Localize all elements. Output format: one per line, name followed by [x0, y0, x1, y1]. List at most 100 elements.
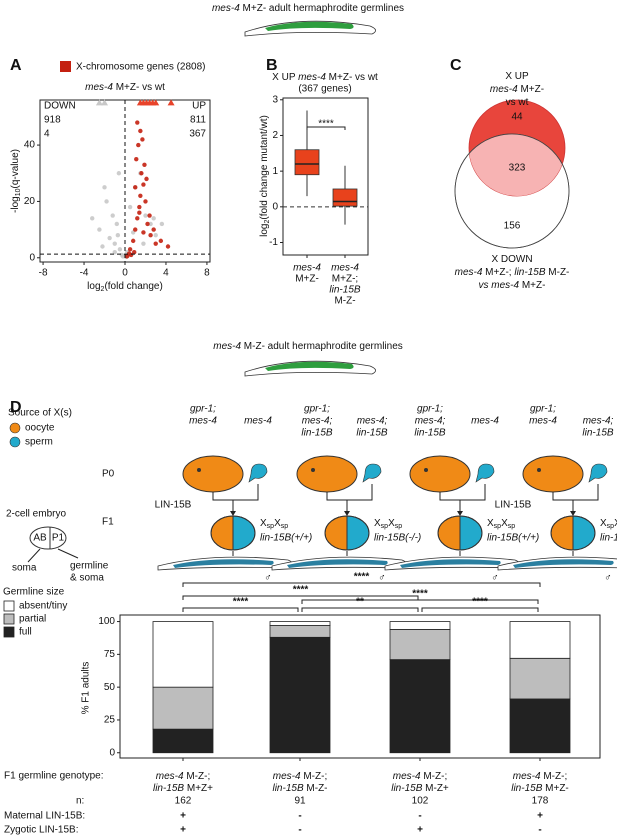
box [332, 188, 358, 207]
mother-genotype: mes-4; [302, 416, 333, 427]
annotation: 367 [189, 129, 206, 140]
point [133, 185, 138, 190]
zygotic-genotype: lin-15B(+/+) [487, 533, 539, 544]
annotation: 918 [44, 115, 61, 126]
legend-label: sperm [25, 437, 53, 448]
significance: **** [293, 585, 309, 596]
genotype-part: lin-15B [153, 783, 184, 794]
father-genotype: mes-4 [471, 416, 499, 427]
legend-label: partial [19, 614, 46, 625]
y-tick-label: 3 [272, 94, 278, 105]
embryo-oocyte-half [324, 515, 348, 551]
point [137, 204, 142, 210]
worm-top [244, 20, 376, 37]
zygotic: - [298, 825, 301, 836]
box [294, 149, 320, 176]
significance: **** [233, 597, 249, 608]
bar-segment [509, 621, 571, 659]
embryo-sperm-half [459, 515, 483, 551]
x-genotype-part: sp [281, 523, 289, 530]
bar-segment [269, 636, 331, 754]
bar-segment [152, 728, 214, 754]
bar-segment [389, 629, 451, 661]
point [110, 213, 115, 218]
x-axis-label-part: 2 [101, 286, 105, 293]
father-genotype: lin-15B [582, 428, 613, 439]
cross-line [212, 484, 259, 512]
significance: **** [412, 589, 428, 600]
annotation: 811 [190, 115, 206, 126]
header-part: M+Z- adult hermaphrodite germlines [240, 3, 404, 14]
x-genotype-part: X [260, 518, 267, 529]
significance-bracket [301, 599, 539, 604]
legend-swatch [3, 613, 15, 625]
venn-label-part: X UP [505, 71, 529, 82]
sex-symbol: ♂ [491, 573, 499, 584]
genotype-part: mes-4 [513, 771, 541, 782]
venn-label-part: M-Z- [546, 267, 570, 278]
maternal: - [418, 811, 421, 822]
point [140, 137, 145, 142]
y-axis-label-part: (q-value) [10, 149, 21, 188]
point [165, 244, 171, 249]
y-axis-label-part: log [259, 224, 270, 237]
embryo-outline [210, 515, 256, 551]
point [115, 233, 121, 238]
significance: **** [472, 597, 488, 608]
row-label: Maternal LIN-15B: [4, 811, 85, 822]
genotype: mes-4 M-Z-; [393, 771, 447, 782]
point [159, 221, 165, 227]
venn-label: vs mes-4 M+Z- [479, 280, 546, 291]
cell-label: AB [33, 533, 47, 544]
x-tick-label: mes-4 [331, 263, 359, 274]
point [167, 99, 175, 106]
significance-bracket [182, 607, 299, 612]
y-tick-label: 0 [109, 747, 115, 758]
oocyte [522, 455, 584, 493]
mother-genotype: mes-4 [529, 416, 557, 427]
embryo-label: 2-cell embryo [6, 509, 66, 520]
point [137, 210, 142, 215]
venn-overlap [469, 134, 565, 196]
panel-letter: B [266, 57, 278, 74]
nucleus [424, 468, 428, 472]
x-axis-label-part: (fold change) [104, 281, 162, 292]
genotype-part: lin-15B [511, 783, 542, 794]
y-tick-label: 25 [104, 715, 116, 726]
mother-genotype: gpr-1; [417, 404, 443, 415]
point [153, 233, 158, 238]
protein-label: LIN-15B [155, 500, 192, 511]
embryo [29, 526, 67, 550]
point [102, 185, 107, 190]
point [151, 216, 156, 221]
venn-count: 323 [509, 163, 526, 174]
genotype-part: M-Z-; [184, 771, 211, 782]
point [100, 244, 105, 249]
cell-label: P1 [52, 533, 65, 544]
point [138, 128, 143, 134]
point [107, 235, 112, 241]
point [112, 241, 117, 246]
legend-swatch [3, 626, 15, 638]
point [151, 227, 156, 232]
genotype-part: lin-15B [272, 783, 303, 794]
y-tick-label: 0 [272, 201, 278, 212]
point [143, 199, 148, 204]
point [127, 247, 133, 252]
title: X UP mes-4 M+Z- vs wt [272, 72, 378, 83]
genotype: lin-15B M-Z+ [391, 783, 449, 794]
y-tick-label: 100 [98, 616, 115, 627]
header-part: mes-4 [212, 3, 240, 14]
significance-bracket [182, 595, 419, 600]
venn-label-part: X DOWN [491, 254, 532, 265]
point [114, 221, 120, 227]
legend-swatch [3, 600, 15, 612]
worm-germline [400, 559, 501, 568]
point [132, 249, 137, 255]
genotype-part: mes-4 [393, 771, 421, 782]
zygotic-genotype: lin-15B(-/-) [600, 533, 617, 544]
venn-label-part: mes-4 [455, 267, 483, 278]
arrowhead [570, 511, 576, 516]
venn-label: X DOWN [491, 254, 532, 265]
point [117, 247, 123, 252]
